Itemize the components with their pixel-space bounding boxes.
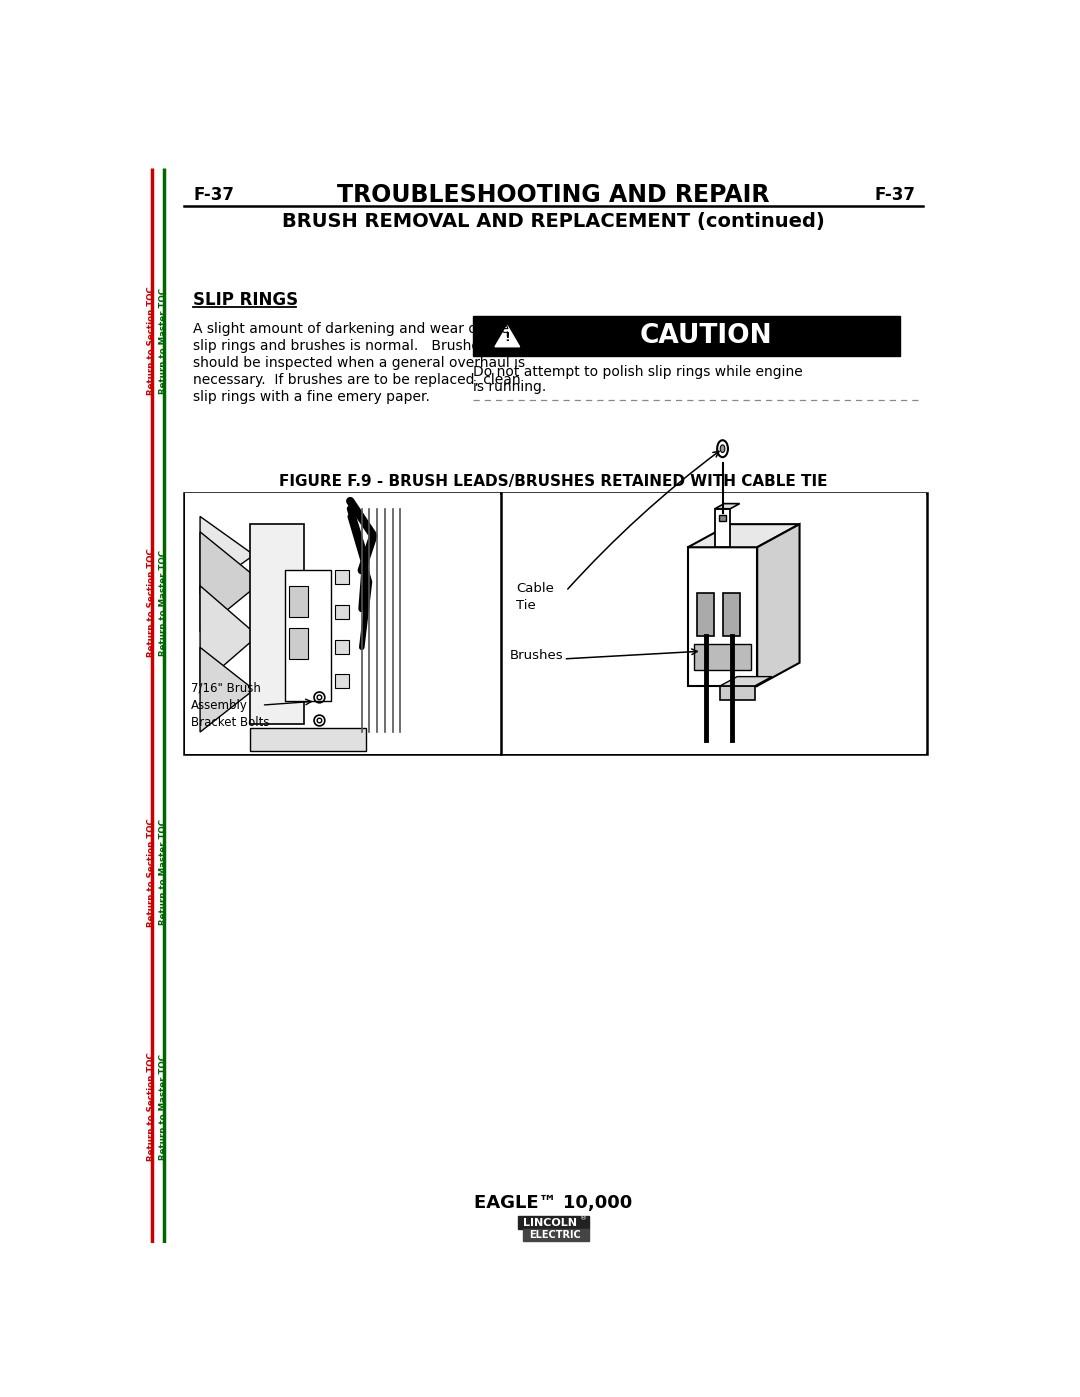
Text: Return to Master TOC: Return to Master TOC bbox=[160, 288, 168, 394]
Text: Return to Master TOC: Return to Master TOC bbox=[160, 1055, 168, 1160]
Text: Return to Master TOC: Return to Master TOC bbox=[160, 549, 168, 655]
Polygon shape bbox=[200, 585, 258, 686]
Bar bbox=[335, 640, 349, 654]
Bar bbox=[473, 316, 900, 356]
Text: necessary.  If brushes are to be replaced, clean: necessary. If brushes are to be replaced… bbox=[193, 373, 521, 387]
Bar bbox=[251, 728, 366, 752]
Text: F-37: F-37 bbox=[875, 186, 916, 204]
Text: slip rings with a fine emery paper.: slip rings with a fine emery paper. bbox=[193, 390, 430, 404]
Bar bbox=[720, 686, 755, 700]
Text: ®: ® bbox=[580, 1215, 588, 1222]
Polygon shape bbox=[757, 524, 799, 686]
Text: Return to Section TOC: Return to Section TOC bbox=[147, 1053, 156, 1161]
Bar bbox=[335, 570, 349, 584]
Bar bbox=[518, 1217, 589, 1229]
Bar bbox=[523, 1229, 589, 1241]
Text: Do not attempt to polish slip rings while engine: Do not attempt to polish slip rings whil… bbox=[473, 365, 802, 379]
Text: Return to Section TOC: Return to Section TOC bbox=[147, 817, 156, 926]
Text: Return to Section TOC: Return to Section TOC bbox=[147, 548, 156, 657]
Polygon shape bbox=[688, 524, 799, 548]
Text: ELECTRIC: ELECTRIC bbox=[529, 1231, 581, 1241]
Text: is running.: is running. bbox=[473, 380, 545, 394]
Polygon shape bbox=[715, 503, 740, 509]
Text: FIGURE F.9 - BRUSH LEADS/BRUSHES RETAINED WITH CABLE TIE: FIGURE F.9 - BRUSH LEADS/BRUSHES RETAINE… bbox=[280, 475, 827, 489]
Text: A slight amount of darkening and wear of the: A slight amount of darkening and wear of… bbox=[193, 323, 509, 337]
Polygon shape bbox=[200, 647, 254, 732]
Text: TROUBLESHOOTING AND REPAIR: TROUBLESHOOTING AND REPAIR bbox=[337, 183, 770, 207]
Bar bbox=[724, 594, 740, 636]
Bar bbox=[251, 524, 305, 725]
Bar bbox=[698, 594, 714, 636]
Text: 7/16" Brush
Assembly
Bracket Bolts: 7/16" Brush Assembly Bracket Bolts bbox=[191, 682, 269, 729]
Text: Brushes: Brushes bbox=[510, 648, 564, 662]
Bar bbox=[715, 509, 730, 548]
Text: F-37: F-37 bbox=[193, 186, 234, 204]
Text: CAUTION: CAUTION bbox=[639, 323, 772, 349]
Ellipse shape bbox=[720, 444, 725, 453]
Bar bbox=[694, 644, 751, 671]
Bar bbox=[288, 629, 308, 659]
Text: SLIP RINGS: SLIP RINGS bbox=[193, 291, 298, 309]
Bar bbox=[335, 605, 349, 619]
Polygon shape bbox=[495, 326, 519, 346]
Polygon shape bbox=[200, 532, 261, 631]
Text: Cable
Tie: Cable Tie bbox=[516, 583, 554, 612]
Bar bbox=[719, 515, 726, 521]
Text: slip rings and brushes is normal.   Brushes: slip rings and brushes is normal. Brushe… bbox=[193, 339, 487, 353]
Text: Return to Section TOC: Return to Section TOC bbox=[147, 286, 156, 395]
Text: !: ! bbox=[504, 331, 510, 344]
Text: LINCOLN: LINCOLN bbox=[524, 1218, 578, 1228]
Text: BRUSH REMOVAL AND REPLACEMENT (continued): BRUSH REMOVAL AND REPLACEMENT (continued… bbox=[282, 212, 825, 231]
Bar bbox=[688, 548, 757, 686]
Bar bbox=[502, 493, 927, 753]
Bar bbox=[285, 570, 330, 701]
Bar bbox=[288, 585, 308, 616]
Text: should be inspected when a general overhaul is: should be inspected when a general overh… bbox=[193, 356, 525, 370]
Bar bbox=[184, 493, 927, 754]
Bar bbox=[185, 493, 500, 753]
Text: Return to Master TOC: Return to Master TOC bbox=[160, 819, 168, 925]
Bar bbox=[335, 675, 349, 689]
Polygon shape bbox=[720, 676, 772, 686]
Polygon shape bbox=[200, 517, 254, 594]
Text: EAGLE™ 10,000: EAGLE™ 10,000 bbox=[474, 1194, 633, 1213]
Ellipse shape bbox=[717, 440, 728, 457]
